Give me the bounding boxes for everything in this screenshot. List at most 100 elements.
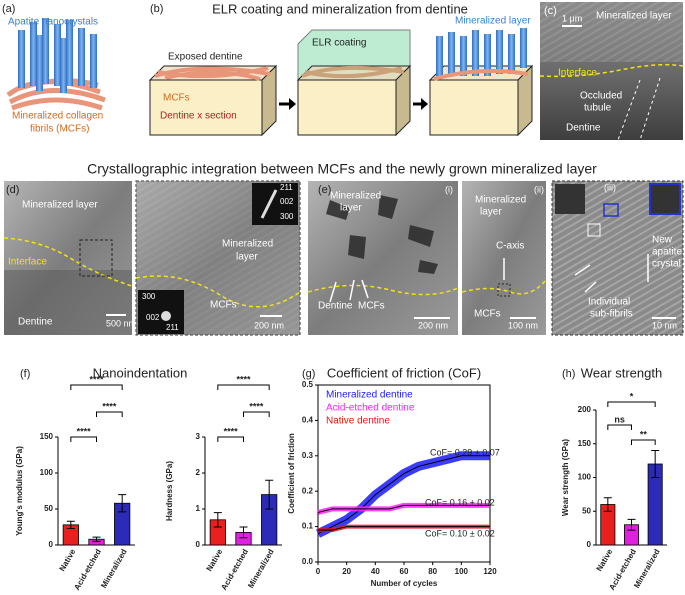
annotation: CoF= 0.29 ± 0.07 [430,447,500,457]
caption: MCFs [358,301,385,312]
caption: Interface [8,257,47,268]
error-bar [213,512,222,528]
index-label: 300 [142,292,156,301]
y-tick-label: 50 [44,504,53,513]
legend-entry: Native dentine [326,416,390,427]
y-tick-label: 0 [49,540,54,549]
tem-shade [4,270,132,335]
caption: Mineralized [222,239,273,250]
tem-image [4,181,132,335]
panel-label: (b) [150,3,163,15]
fft-inset [555,184,585,214]
index-label: 300 [280,212,294,221]
y-tick-label: 2 [196,468,201,477]
scale-text: 1 μm [562,13,582,23]
y-tick-label: 50 [582,506,591,515]
panel-b: (b) ELR coating and mineralization from … [148,1,534,137]
significance-label: **** [102,401,117,411]
y-tick-label: 0 [587,540,592,549]
significance-bracket [217,436,244,442]
panel-sublabel: (ii) [534,184,544,194]
scale-text: 200 nm [418,320,448,330]
y-tick-label: 0.3 [302,451,314,460]
significance-label: **** [236,374,251,384]
caption: layer [480,207,502,218]
block [148,64,278,137]
tubule-lines [617,77,661,141]
x-tick-label: 40 [371,567,380,576]
y-tick-label: 0 [196,540,201,549]
significance-label: * [630,391,634,401]
significance-label: **** [77,426,92,436]
significance-label: ** [640,429,648,439]
caption: layer [340,203,362,214]
index-label: 211 [280,183,293,192]
significance-label: **** [89,374,104,384]
significance-label: **** [249,401,264,411]
caption: C-axis [496,241,524,252]
fit-line [317,504,490,513]
scale-text: 100 nm [508,320,538,330]
x-tick-label: 60 [400,567,409,576]
error-bar [239,526,248,539]
caption: MCFs [474,309,501,320]
scale-text: 200 nm [254,320,284,330]
panel-label: (h) [562,368,575,380]
y-axis-label: Hardness (GPa) [165,461,174,521]
x-axis-label: Number of cycles [371,579,438,588]
panel-sublabel: (iii) [604,182,616,192]
panel-label: (a) [2,3,15,15]
y-tick-label: 100 [40,468,54,477]
caption: Dentine x section [160,111,237,122]
scale-text: 500 nm [106,318,136,328]
error-bar [66,520,75,529]
y-tick-label: 1 [196,504,201,513]
error-bar [651,450,660,478]
x-tick-label: 120 [483,567,497,576]
fit-line [318,526,490,531]
fit-line [317,455,490,535]
x-tick-label: Mineralized [99,547,129,589]
caption: layer [236,252,258,263]
significance-label: ns [614,414,625,424]
arrow [289,98,296,110]
significance-bracket [607,424,632,430]
index-label: 002 [146,313,160,322]
caption: fibrils (MCFs) [30,124,89,135]
caption: Dentine [566,123,601,134]
caption: Mineralized collagen [12,111,103,122]
significance-bracket [243,411,270,417]
x-tick-label: 0 [316,567,321,576]
y-tick-label: 150 [578,439,592,448]
zoom-box [587,223,601,237]
legend-entry: Mineralized dentine [326,390,413,401]
y-axis-label: Wear strength (GPa) [561,439,570,517]
zoom-box [603,203,619,217]
significance-bracket [70,436,97,442]
interface-line [307,284,459,296]
significance-bracket [607,401,656,407]
chart-title: Coefficient of friction (CoF) [327,365,481,380]
series-band [316,451,490,538]
significance-label: **** [224,426,239,436]
panel-d: (d) Mineralized layer Interface Dentine … [3,180,301,336]
error-bar [603,497,612,512]
caption: Interface [558,68,597,79]
sem-texture [540,2,683,62]
diffraction-pattern [260,189,278,219]
arrow [421,98,428,110]
crystal-texture [326,195,438,274]
caption: sub-fibrils [590,309,633,320]
panel-c: (c) 1 μm Mineralized layer Interface Occ… [539,2,684,141]
caption: Occluded [580,91,622,102]
interface-line [461,279,547,295]
x-tick-label: 100 [455,567,469,576]
arrows [574,254,649,293]
y-tick-label: 0.4 [302,416,314,425]
y-tick-label: 3 [196,432,201,441]
block [428,28,534,137]
diffraction-pattern [161,311,171,321]
caption: MCFs [210,300,237,311]
caption: crystal [652,259,681,270]
